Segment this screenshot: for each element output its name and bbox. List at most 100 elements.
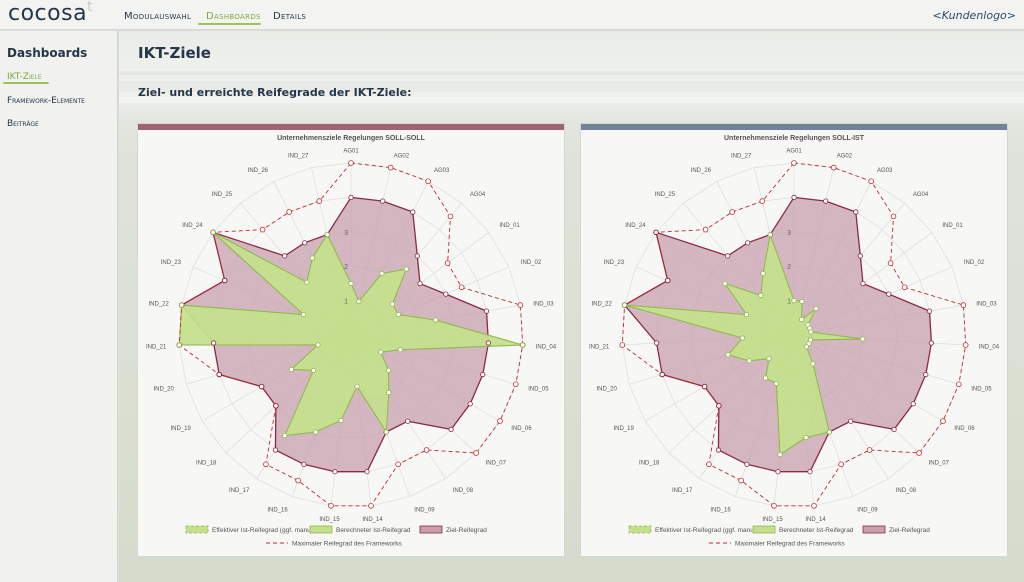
series-maximaler-reifegrad <box>621 162 967 507</box>
point-maximaler-reifegrad <box>890 213 897 220</box>
point-berechneter-ist-reifegrad <box>767 232 773 238</box>
axis-label: IND_23 <box>604 260 625 266</box>
point-berechneter-ist-reifegrad <box>808 329 814 335</box>
point-ziel-reifegrad <box>928 340 934 346</box>
point-ziel-reifegrad <box>791 194 797 201</box>
background-band <box>119 65 1024 71</box>
radial-tick-label: 3 <box>344 230 348 237</box>
point-berechneter-ist-reifegrad <box>309 255 315 261</box>
app-logo[interactable]: cocosa <box>8 1 88 26</box>
point-maximaler-reifegrad <box>425 178 432 185</box>
axis-label: AG04 <box>913 192 929 198</box>
point-maximaler-reifegrad <box>619 342 626 348</box>
point-ziel-reifegrad <box>857 253 863 259</box>
point-maximaler-reifegrad <box>316 198 323 204</box>
point-berechneter-ist-reifegrad <box>810 361 816 367</box>
axis-label: IND_20 <box>596 387 617 393</box>
axis-label: AG04 <box>470 192 486 198</box>
point-maximaler-reifegrad <box>368 502 374 509</box>
point-ziel-reifegrad <box>886 291 892 297</box>
chart-title: Unternehmensziele Regelungen SOLL-SOLL <box>277 135 426 142</box>
nav-details[interactable]: Details <box>273 11 307 22</box>
legend-effektiver-ist-reifegrad: Effektiver Ist-Reifegrad (ggf. manuell) <box>655 527 763 534</box>
point-ziel-reifegrad <box>443 291 449 297</box>
point-berechneter-ist-reifegrad <box>763 375 769 381</box>
point-maximaler-reifegrad <box>940 418 946 424</box>
nav-dashboards[interactable]: Dashboards <box>206 11 261 22</box>
axis-label: IND_17 <box>229 488 250 494</box>
legend-ziel-reifegrad: Ziel-Reifegrad <box>889 527 930 534</box>
sidebar-item-beitraege[interactable]: Beiträge <box>7 119 39 129</box>
axis-label: IND_08 <box>896 488 917 494</box>
point-maximaler-reifegrad <box>962 342 969 348</box>
axis-label: IND_22 <box>591 301 612 307</box>
logo-mark: t <box>87 0 93 15</box>
legend-ziel-reifegrad: Ziel-Reifegrad <box>446 527 487 534</box>
point-maximaler-reifegrad <box>286 209 293 215</box>
page-title: IKT-Ziele <box>138 44 211 62</box>
point-ziel-reifegrad <box>853 209 859 215</box>
point-maximaler-reifegrad <box>771 502 777 509</box>
point-ziel-reifegrad <box>222 277 228 284</box>
point-berechneter-ist-reifegrad <box>799 317 805 323</box>
main-content: IKT-Ziele Ziel- und erreichte Reifegrade… <box>119 31 1024 582</box>
point-berechneter-ist-reifegrad <box>395 312 401 318</box>
point-maximaler-reifegrad <box>395 461 401 468</box>
point-ziel-reifegrad <box>348 194 354 201</box>
point-berechneter-ist-reifegrad <box>301 312 307 318</box>
point-ziel-reifegrad <box>273 403 279 409</box>
sidebar-item-framework-elemente[interactable]: Framework-Elemente <box>7 96 85 106</box>
point-berechneter-ist-reifegrad <box>766 356 772 362</box>
point-berechneter-ist-reifegrad <box>313 429 319 435</box>
point-maximaler-reifegrad <box>328 502 334 509</box>
axis-label: IND_17 <box>672 488 693 494</box>
point-berechneter-ist-reifegrad <box>282 432 288 439</box>
axis-label: IND_02 <box>964 260 985 266</box>
chart-panel-soll-ist: Unternehmensziele Regelungen SOLL-IST 1 2 3… <box>580 123 1008 557</box>
chart-title: Unternehmensziele Regelungen SOLL-IST <box>724 135 865 142</box>
point-maximaler-reifegrad <box>387 164 394 171</box>
chart-panel-soll-soll: Unternehmensziele Regelungen SOLL-SOLL 1 2… <box>137 123 565 557</box>
radial-tick-label: 2 <box>344 264 348 271</box>
point-maximaler-reifegrad <box>811 502 817 509</box>
point-maximaler-reifegrad <box>512 381 519 388</box>
point-berechneter-ist-reifegrad <box>385 367 392 373</box>
point-berechneter-ist-reifegrad <box>722 281 728 287</box>
point-ziel-reifegrad <box>745 240 751 246</box>
point-ziel-reifegrad <box>259 384 265 390</box>
sidebar-item-ikt-ziele[interactable]: IKT-Ziele <box>7 72 42 82</box>
point-berechneter-ist-reifegrad <box>403 266 409 272</box>
nav-modulauswahl[interactable]: Modulauswahl <box>124 11 192 22</box>
point-ziel-reifegrad <box>405 418 411 424</box>
axis-label: IND_01 <box>942 223 963 229</box>
point-berechneter-ist-reifegrad <box>725 352 731 358</box>
point-ziel-reifegrad <box>744 461 750 467</box>
axis-label: IND_01 <box>499 223 520 229</box>
legend-berechneter-ist-reifegrad: Berechneter Ist-Reifegrad <box>336 527 411 534</box>
axis-label: IND_21 <box>146 344 167 350</box>
point-berechneter-ist-reifegrad <box>176 342 182 348</box>
point-berechneter-ist-reifegrad <box>520 342 526 348</box>
point-maximaler-reifegrad <box>838 461 844 468</box>
point-ziel-reifegrad <box>923 371 929 378</box>
point-ziel-reifegrad <box>715 447 721 453</box>
axis-label: AG01 <box>786 149 802 155</box>
axis-label: IND_05 <box>528 387 549 393</box>
point-berechneter-ist-reifegrad <box>813 306 819 312</box>
sidebar-title: Dashboards <box>7 46 88 60</box>
point-berechneter-ist-reifegrad <box>178 302 185 308</box>
point-berechneter-ist-reifegrad <box>739 335 746 341</box>
point-maximaler-reifegrad <box>955 381 962 388</box>
point-maximaler-reifegrad <box>729 209 736 215</box>
axis-label: IND_15 <box>319 517 340 523</box>
axis-label: IND_09 <box>414 507 435 513</box>
active-sidebar-indicator <box>3 82 49 84</box>
point-berechneter-ist-reifegrad <box>758 292 764 299</box>
point-maximaler-reifegrad <box>868 178 875 185</box>
point-maximaler-reifegrad <box>348 160 354 166</box>
point-maximaler-reifegrad <box>444 260 451 266</box>
point-ziel-reifegrad <box>807 469 813 475</box>
point-ziel-reifegrad <box>823 198 829 204</box>
point-maximaler-reifegrad <box>866 447 873 453</box>
point-ziel-reifegrad <box>332 469 338 475</box>
